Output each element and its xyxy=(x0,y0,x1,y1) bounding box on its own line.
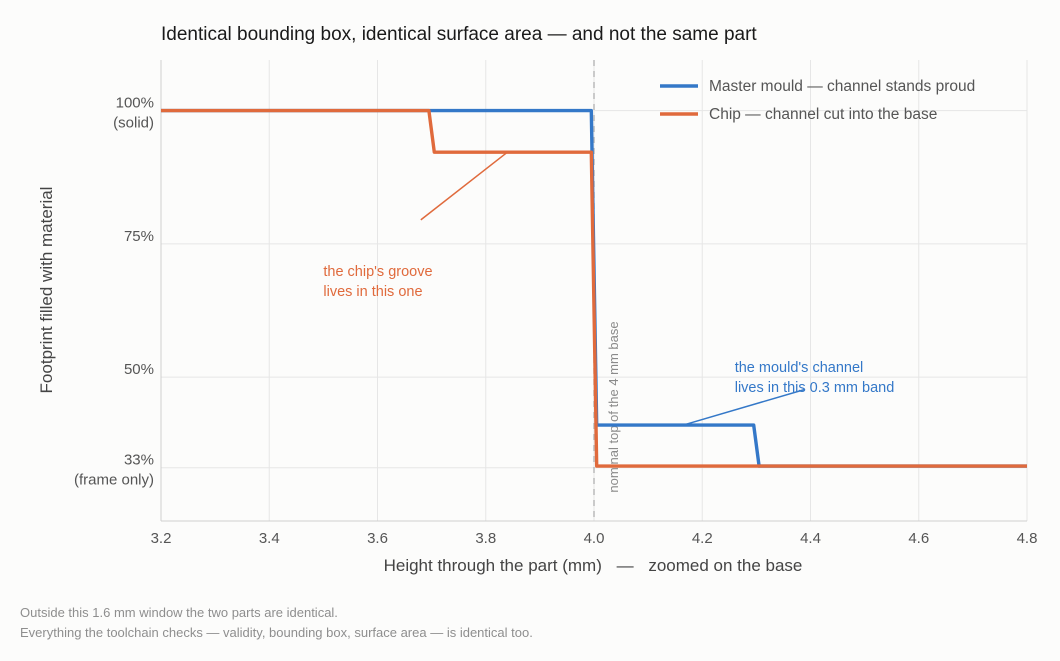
annotation-pointer xyxy=(683,388,806,426)
y-tick-label: 100% (solid) xyxy=(113,95,154,132)
x-tick-label: 3.6 xyxy=(367,530,388,547)
axes xyxy=(160,60,1027,522)
legend-entry-label: Chip — channel cut into the base xyxy=(709,106,937,123)
tick-labels: 3.2 3.4 3.6 3.8 4.0 4.2 4.4 4.6 4.8 100% (solid) 75… xyxy=(74,95,1037,547)
annotation-text: the chip's groove lives in this one xyxy=(323,264,432,300)
x-tick-label: 4.6 xyxy=(908,530,929,547)
series-line-chip xyxy=(161,108,1027,468)
footnote-line-2: Everything the toolchain checks — validi… xyxy=(20,625,533,640)
x-tick-label: 4.0 xyxy=(584,530,605,547)
x-tick-label: 4.8 xyxy=(1017,530,1038,547)
x-axis-label-note: zoomed on the base xyxy=(648,556,802,575)
x-axis-label: Height through the part (mm) — zoomed on… xyxy=(384,556,803,575)
footnote-line-1: Outside this 1.6 mm window the two parts… xyxy=(20,605,338,620)
x-axis-label-dash: — xyxy=(617,556,634,575)
legend-entry-label: Master mould — channel stands proud xyxy=(709,78,975,95)
annotation-text: the mould's channel lives in this 0.3 mm … xyxy=(735,360,895,396)
reference-line-group: nominal top of the 4 mm base xyxy=(593,60,621,521)
x-tick-label: 4.4 xyxy=(800,530,821,547)
reference-line-label: nominal top of the 4 mm base xyxy=(606,321,621,492)
series-group xyxy=(161,108,1027,468)
annotations-group: the chip's groove lives in this one the mo… xyxy=(323,151,895,426)
x-tick-label: 3.2 xyxy=(151,530,172,547)
x-tick-label: 3.4 xyxy=(259,530,280,547)
chart-title: Identical bounding box, identical surfac… xyxy=(161,24,757,45)
y-tick-label: 50% xyxy=(124,361,154,378)
x-tick-label: 4.2 xyxy=(692,530,713,547)
step-chart: Identical bounding box, identical surfac… xyxy=(37,24,1037,575)
y-tick-label: 75% xyxy=(124,228,154,245)
x-axis-label-main: Height through the part (mm) xyxy=(384,556,602,575)
x-tick-label: 3.8 xyxy=(475,530,496,547)
legend: Master mould — channel stands proud Chip … xyxy=(660,78,975,123)
y-tick-label: 33% (frame only) xyxy=(74,452,154,489)
y-axis-label: Footprint filled with material xyxy=(37,187,56,394)
annotation-pointer xyxy=(420,151,508,221)
